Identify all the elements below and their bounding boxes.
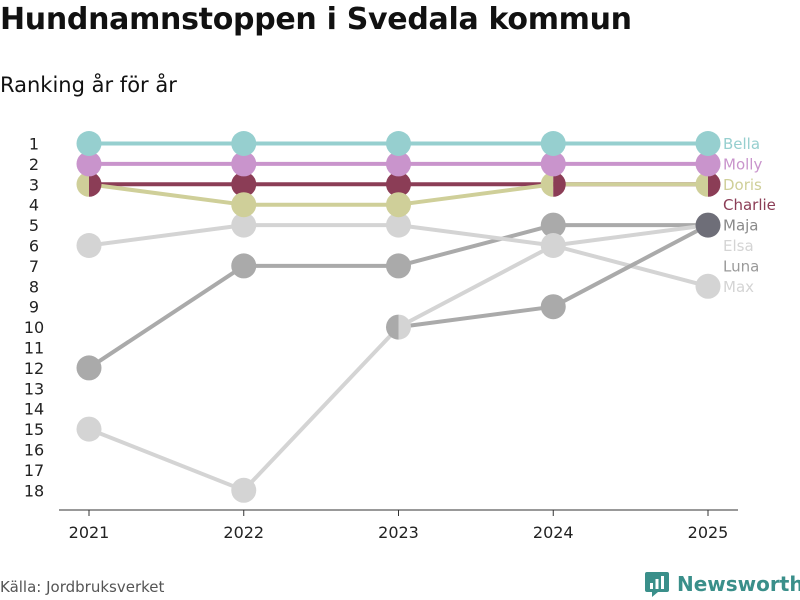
- point-luna-2022: [231, 253, 257, 279]
- y-tick-label: 9: [29, 298, 39, 317]
- point-doris-2022: [231, 192, 257, 218]
- point-charlie-2021: [89, 171, 102, 197]
- point-max-2021: [76, 233, 102, 258]
- y-tick-label: 13: [24, 379, 44, 398]
- point-max-2023: [386, 212, 411, 238]
- point-luna-2023: [386, 253, 411, 279]
- point-bella-2022: [231, 131, 257, 156]
- point-elsa-2023: [398, 314, 411, 340]
- point-charlie-2023: [386, 171, 411, 197]
- y-tick-label: 1: [29, 135, 39, 154]
- point-bella-2025: [695, 131, 721, 156]
- point-doris-2021: [76, 171, 89, 197]
- x-tick-label: 2023: [378, 523, 419, 542]
- series-points: [76, 131, 721, 503]
- end-label-maja: Maja: [723, 217, 759, 235]
- chart-subtitle: Ranking år för år: [0, 73, 177, 97]
- point-bella-2024: [540, 131, 566, 156]
- point-maja-2023: [386, 314, 399, 340]
- point-molly-2024: [540, 151, 566, 177]
- y-tick-label: 14: [24, 400, 44, 419]
- y-tick-label: 17: [24, 461, 44, 480]
- point-max-2025: [695, 273, 721, 299]
- point-bella-2021: [76, 131, 102, 156]
- point-doris-2024: [540, 171, 554, 197]
- point-molly-2022: [231, 151, 257, 177]
- chart-title: Hundnamnstoppen i Svedala kommun: [0, 2, 632, 37]
- end-label-charlie: Charlie: [723, 196, 776, 214]
- x-tick-label: 2024: [533, 523, 574, 542]
- series-line-luna: [87, 223, 710, 370]
- x-tick-label: 2025: [688, 523, 729, 542]
- point-maja-2024: [540, 294, 566, 320]
- point-molly-2023: [386, 151, 411, 177]
- source-note: Källa: Jordbruksverket: [0, 578, 165, 596]
- point-doris-2023: [386, 192, 411, 218]
- y-tick-label: 6: [29, 237, 39, 256]
- point-charlie-2022: [231, 171, 257, 197]
- end-labels: Bella Molly Doris Charlie Maja Elsa Luna Max: [723, 135, 776, 296]
- end-label-max: Max: [723, 278, 754, 296]
- point-elsa-2024: [540, 233, 566, 258]
- y-tick-label: 4: [29, 196, 39, 215]
- point-luna-2024: [540, 212, 566, 238]
- brand-logo: Newsworthy: [644, 568, 800, 600]
- y-tick-label: 11: [24, 339, 44, 358]
- newsworthy-icon: [645, 572, 669, 597]
- point-luna-2021: [76, 355, 102, 381]
- y-tick-label: 15: [24, 420, 44, 439]
- point-elsa-2021: [76, 416, 102, 442]
- axes: 2021 2022 2023 2024 202512345678910111213141…: [24, 135, 738, 542]
- y-tick-label: 18: [24, 481, 44, 500]
- point-bella-2023: [386, 131, 411, 156]
- x-tick-label: 2022: [223, 523, 264, 542]
- point-doris-2025: [695, 171, 708, 197]
- y-tick-label: 2: [29, 155, 39, 174]
- point-max-2022: [231, 212, 257, 238]
- point-molly-2021: [76, 151, 102, 177]
- brand-name: Newsworthy: [677, 572, 800, 596]
- y-tick-label: 3: [29, 175, 39, 194]
- y-tick-label: 8: [29, 277, 39, 296]
- end-label-doris: Doris: [723, 176, 762, 194]
- end-label-bella: Bella: [723, 135, 760, 153]
- point-molly-2025: [695, 151, 721, 177]
- end-label-molly: Molly: [723, 155, 762, 173]
- end-label-elsa: Elsa: [723, 237, 754, 255]
- y-tick-label: 5: [29, 216, 39, 235]
- point-elsa-2022: [231, 477, 257, 503]
- point-charlie-2024: [553, 171, 566, 197]
- point-charlie-2025: [708, 171, 721, 197]
- point-maja-2025: [695, 212, 721, 238]
- y-tick-label: 16: [24, 441, 44, 460]
- y-tick-label: 12: [24, 359, 44, 378]
- y-tick-label: 7: [29, 257, 39, 276]
- y-tick-label: 10: [24, 318, 44, 337]
- end-label-luna: Luna: [723, 257, 759, 275]
- x-tick-label: 2021: [69, 523, 110, 542]
